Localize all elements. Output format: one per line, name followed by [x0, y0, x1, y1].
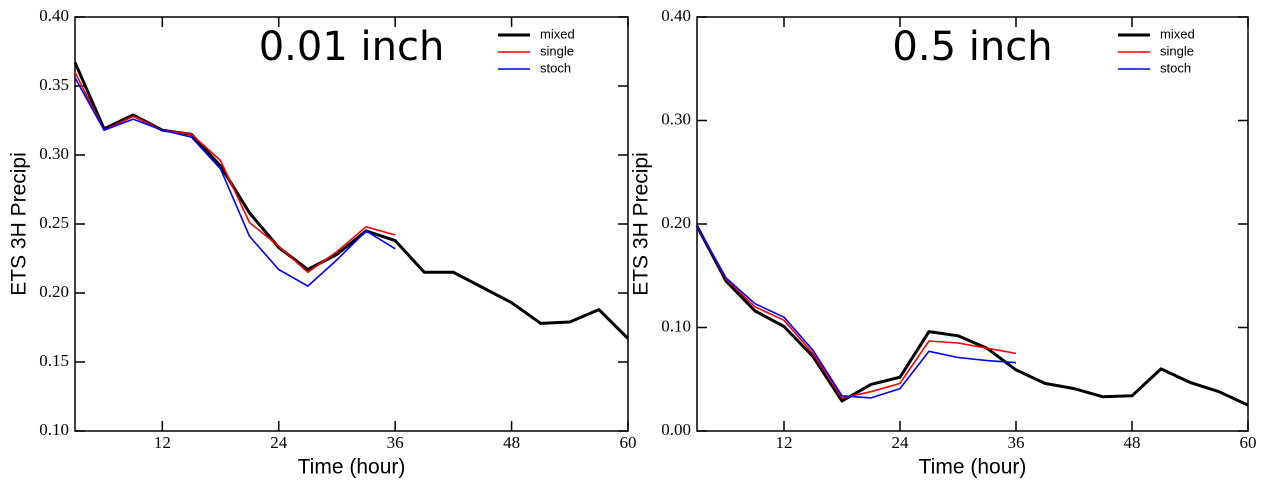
y-tick-label: 0.30	[661, 109, 691, 128]
x-axis-label: Time (hour)	[919, 456, 1027, 479]
y-tick-label: 0.10	[661, 316, 691, 335]
plot-frame	[696, 16, 1249, 432]
annotation: 0.5 inch	[892, 24, 1052, 70]
y-tick-label: 0.30	[39, 144, 69, 163]
y-tick-label: 0.40	[661, 6, 691, 25]
x-tick-label: 36	[1008, 433, 1025, 452]
y-axis-label: ETS 3H Precipi	[630, 152, 653, 296]
plot-frame	[74, 16, 629, 432]
x-tick-label: 48	[503, 433, 520, 452]
annotation: 0.01 inch	[259, 24, 445, 70]
series-line	[74, 71, 396, 274]
y-tick-label: 0.35	[39, 75, 69, 94]
x-tick-label: 24	[270, 433, 288, 452]
legend-label: mixed	[540, 26, 575, 41]
x-tick-label: 48	[1124, 433, 1141, 452]
x-tick-label: 36	[387, 433, 404, 452]
series-line	[695, 225, 1249, 407]
y-tick-label: 0.10	[39, 420, 69, 439]
legend-label: mixed	[1160, 26, 1195, 41]
legend-label: single	[1160, 43, 1194, 58]
y-tick-label: 0.25	[39, 213, 69, 232]
y-tick-label: 0.15	[39, 351, 69, 370]
legend-label: stoch	[1160, 60, 1191, 75]
series-line	[696, 225, 1017, 399]
legend-label: stoch	[540, 60, 571, 75]
series-line	[73, 61, 630, 340]
y-tick-label: 0.40	[39, 6, 69, 25]
y-tick-label: 0.00	[661, 420, 691, 439]
series-line	[696, 225, 1017, 399]
legend-label: single	[540, 43, 574, 58]
y-tick-label: 0.20	[661, 213, 691, 232]
x-tick-label: 60	[620, 433, 637, 452]
x-tick-label: 12	[776, 433, 793, 452]
x-tick-label: 12	[154, 433, 171, 452]
x-tick-label: 24	[892, 433, 910, 452]
y-tick-label: 0.20	[39, 282, 69, 301]
y-axis-label: ETS 3H Precipi	[8, 152, 31, 296]
x-tick-label: 60	[1240, 433, 1257, 452]
series-line	[74, 77, 396, 287]
x-axis-label: Time (hour)	[298, 456, 406, 479]
